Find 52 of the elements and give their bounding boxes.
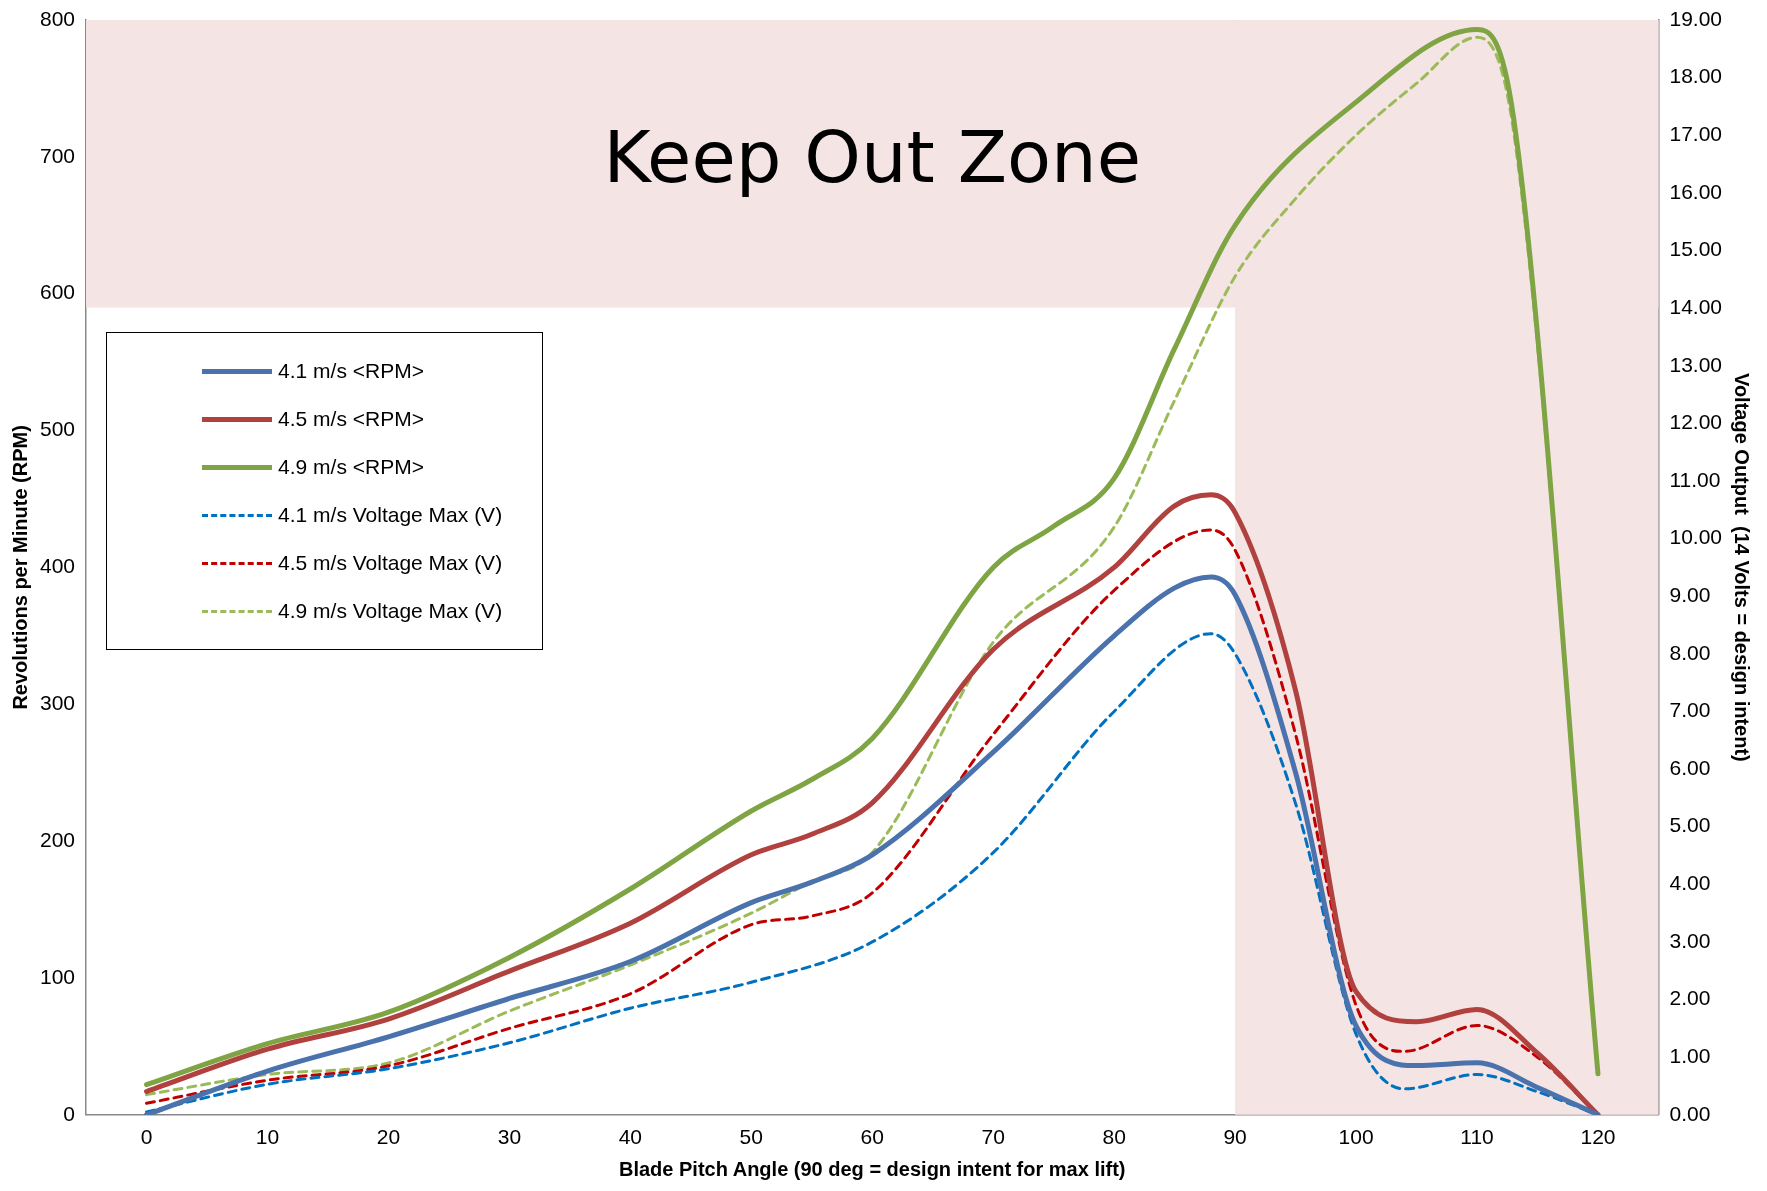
legend-label: 4.9 m/s Voltage Max (V) [278, 599, 503, 624]
x-tick-label: 70 [981, 1125, 1005, 1149]
y2-tick-label: 6.00 [1669, 755, 1711, 779]
x-tick-label: 90 [1223, 1125, 1247, 1149]
y-tick-label: 500 [39, 417, 76, 441]
legend-label: 4.9 m/s <RPM> [278, 455, 424, 480]
legend-label: 4.1 m/s <RPM> [278, 359, 424, 384]
y2-tick-label: 18.00 [1669, 64, 1723, 88]
y2-tick-label: 0.00 [1669, 1101, 1711, 1125]
y2-tick-label: 1.00 [1669, 1043, 1711, 1067]
y2-tick-label: 7.00 [1669, 698, 1711, 722]
x-tick-label: 50 [739, 1125, 763, 1149]
y2-tick-label: 5.00 [1669, 813, 1711, 837]
y-axis-title: Revolutions per Minute (RPM) [8, 425, 31, 710]
y-tick-label: 200 [39, 827, 76, 851]
y-tick-label: 800 [39, 6, 76, 30]
y-tick-label: 600 [39, 280, 76, 304]
band-label: Keep Out Zone [603, 115, 1142, 200]
legend-label: 4.1 m/s Voltage Max (V) [278, 503, 503, 528]
y-tick-label: 300 [39, 691, 76, 715]
y2-tick-label: 3.00 [1669, 928, 1711, 952]
y2-tick-label: 4.00 [1669, 871, 1711, 895]
y-tick-label: 100 [39, 964, 76, 988]
y2-tick-label: 11.00 [1669, 467, 1721, 491]
x-axis-title: Blade Pitch Angle (90 deg = design intent for max lift) [618, 1157, 1126, 1180]
x-tick-label: 40 [618, 1125, 643, 1149]
x-tick-label: 100 [1338, 1125, 1374, 1149]
y2-tick-label: 13.00 [1669, 352, 1723, 376]
y-tick-label: 400 [39, 554, 76, 578]
y2-tick-label: 9.00 [1669, 583, 1711, 607]
y2-tick-label: 2.00 [1669, 986, 1711, 1010]
y2-tick-label: 15.00 [1669, 237, 1723, 261]
x-tick-label: 0 [140, 1125, 153, 1149]
x-tick-label: 110 [1460, 1125, 1494, 1149]
legend-label: 4.5 m/s Voltage Max (V) [278, 551, 503, 576]
y2-tick-label: 19.00 [1669, 6, 1723, 30]
y2-tick-label: 10.00 [1669, 525, 1723, 549]
y-tick-label: 700 [39, 143, 76, 167]
y2-axis-title: Voltage Output (14 Volts = design intent) [1731, 373, 1754, 762]
x-tick-label: 10 [255, 1125, 280, 1149]
y2-tick-label: 8.00 [1669, 640, 1711, 664]
x-tick-label: 120 [1580, 1125, 1616, 1149]
y2-tick-label: 14.00 [1669, 294, 1723, 318]
x-tick-label: 60 [860, 1125, 884, 1149]
y2-tick-label: 17.00 [1669, 122, 1723, 146]
y2-tick-label: 12.00 [1669, 410, 1723, 434]
x-tick-label: 20 [376, 1125, 401, 1149]
x-tick-label: 80 [1102, 1125, 1126, 1149]
legend-label: 4.5 m/s <RPM> [278, 407, 424, 432]
y-tick-label: 0 [63, 1101, 76, 1125]
y2-tick-label: 16.00 [1669, 179, 1723, 203]
x-tick-label: 30 [497, 1125, 522, 1149]
